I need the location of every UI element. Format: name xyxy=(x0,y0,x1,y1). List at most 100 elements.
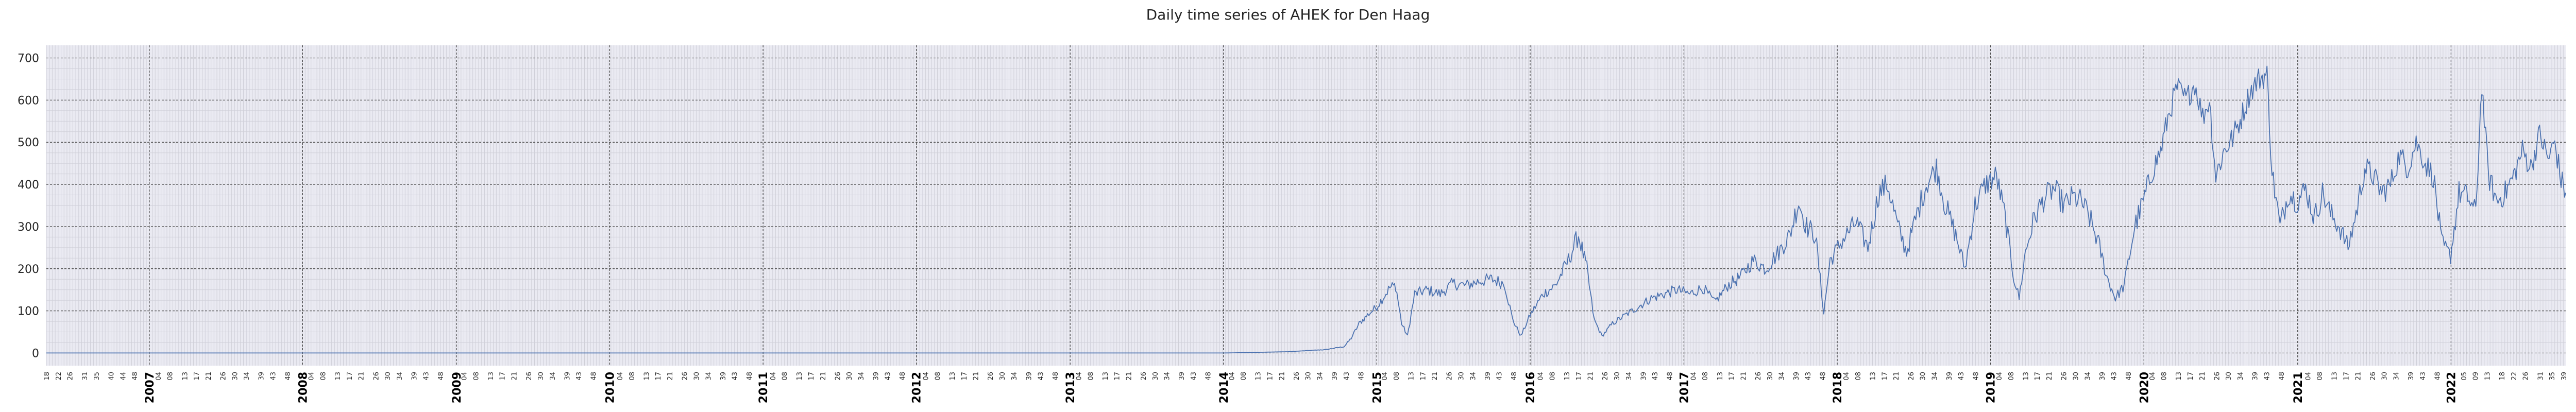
x-week-label: 48 xyxy=(1358,372,1365,381)
x-week-label: 39 xyxy=(873,372,880,381)
x-week-label: 04 xyxy=(155,372,163,381)
y-tick-label: 0 xyxy=(32,347,39,360)
x-week-label: 43 xyxy=(1958,372,1965,381)
x-year-label: 2016 xyxy=(1524,372,1537,403)
x-week-label: 08 xyxy=(320,372,328,381)
x-week-label: 04 xyxy=(923,372,930,381)
x-week-label: 13 xyxy=(796,372,804,381)
x-week-label: 31 xyxy=(81,372,89,381)
x-week-label: 26 xyxy=(1755,372,1762,381)
x-year-label: 2012 xyxy=(911,372,924,403)
x-week-label: 21 xyxy=(358,372,366,381)
x-week-label: 04 xyxy=(2149,372,2157,381)
x-week-label: 09 xyxy=(2472,372,2480,381)
x-week-label: 26 xyxy=(2061,372,2069,381)
x-week-label: 43 xyxy=(1343,372,1351,381)
x-week-label: 39 xyxy=(258,372,266,381)
x-week-label: 39 xyxy=(720,372,727,381)
x-week-label: 08 xyxy=(1393,372,1401,381)
x-week-label: 13 xyxy=(1408,372,1415,381)
x-week-label: 04 xyxy=(617,372,624,381)
x-week-label: 04 xyxy=(461,372,469,381)
x-year-label: 2009 xyxy=(451,372,464,403)
x-week-label: 26 xyxy=(219,372,227,381)
x-week-label: 17 xyxy=(346,372,354,381)
x-week-label: 17 xyxy=(499,372,507,381)
x-week-label: 17 xyxy=(1419,372,1427,381)
x-year-label: 2019 xyxy=(1985,372,1998,403)
x-week-label: 08 xyxy=(782,372,789,381)
x-week-label: 48 xyxy=(1205,372,1213,381)
x-year-label: 2014 xyxy=(1218,372,1231,403)
x-week-label: 34 xyxy=(1778,372,1786,381)
x-week-label: 39 xyxy=(1640,372,1648,381)
x-week-label: 34 xyxy=(705,372,713,381)
x-week-label: 04 xyxy=(1075,372,1083,381)
x-week-label: 08 xyxy=(2008,372,2015,381)
x-week-label: 48 xyxy=(1820,372,1827,381)
x-week-label: 13 xyxy=(2175,372,2183,381)
x-week-label: 39 xyxy=(2252,372,2260,381)
x-week-label: 08 xyxy=(1549,372,1556,381)
x-week-label: 21 xyxy=(2046,372,2054,381)
x-week-label: 08 xyxy=(1855,372,1862,381)
x-week-label: 21 xyxy=(667,372,674,381)
x-week-label: 21 xyxy=(1740,372,1748,381)
x-week-label: 48 xyxy=(746,372,754,381)
x-week-label: 21 xyxy=(820,372,827,381)
x-week-label: 48 xyxy=(284,372,292,381)
x-week-label: 13 xyxy=(487,372,495,381)
x-week-label: 39 xyxy=(1025,372,1033,381)
x-week-label: 34 xyxy=(2084,372,2092,381)
x-week-label: 17 xyxy=(1114,372,1122,381)
x-week-label: 26 xyxy=(372,372,380,381)
x-year-label: 2013 xyxy=(1064,372,1077,403)
x-week-label: 43 xyxy=(1496,372,1504,381)
y-tick-label: 200 xyxy=(18,263,39,276)
y-tick-label: 700 xyxy=(18,53,39,65)
y-tick-label: 300 xyxy=(18,221,39,234)
x-year-label: 2017 xyxy=(1678,372,1691,403)
series-group xyxy=(46,65,2566,354)
x-week-label: 13 xyxy=(2484,372,2492,381)
x-week-label: 08 xyxy=(1702,372,1709,381)
y-tick-label: 600 xyxy=(18,94,39,107)
x-week-label: 08 xyxy=(1240,372,1248,381)
x-week-label: 08 xyxy=(472,372,480,381)
x-week-label: 43 xyxy=(2419,372,2427,381)
x-week-label: 17 xyxy=(961,372,969,381)
x-week-label: 48 xyxy=(899,372,907,381)
x-week-label: 21 xyxy=(1278,372,1286,381)
x-week-label: 34 xyxy=(2237,372,2245,381)
x-week-label: 17 xyxy=(193,372,201,381)
x-week-label: 43 xyxy=(1805,372,1812,381)
x-year-label: 2018 xyxy=(1832,372,1844,403)
chart-title: Daily time series of AHEK for Den Haag xyxy=(1146,6,1430,23)
x-week-label: 17 xyxy=(808,372,816,381)
x-week-label: 34 xyxy=(2393,372,2401,381)
x-week-label: 26 xyxy=(682,372,689,381)
x-week-label: 13 xyxy=(181,372,189,381)
x-week-label: 39 xyxy=(1178,372,1186,381)
x-week-label: 26 xyxy=(1446,372,1454,381)
x-week-label: 44 xyxy=(120,372,127,381)
x-week-label: 39 xyxy=(1331,372,1339,381)
x-week-label: 26 xyxy=(526,372,533,381)
x-week-label: 17 xyxy=(2187,372,2195,381)
x-week-label: 30 xyxy=(1458,372,1465,381)
x-week-label: 48 xyxy=(437,372,445,381)
x-week-label: 04 xyxy=(1996,372,2004,381)
x-week-label: 30 xyxy=(231,372,239,381)
y-axis: 0 100 200 300 400 500 600 700 xyxy=(18,53,39,360)
y-tick-label: 100 xyxy=(18,305,39,318)
x-week-label: 34 xyxy=(1469,372,1477,381)
x-week-label: 17 xyxy=(2034,372,2042,381)
x-week-label: 18 xyxy=(2499,372,2506,381)
minor-gridlines xyxy=(46,45,2566,366)
x-week-label: 04 xyxy=(1690,372,1698,381)
x-week-label: 17 xyxy=(1575,372,1583,381)
x-week-label: 08 xyxy=(167,372,175,381)
x-week-label: 21 xyxy=(2354,372,2362,381)
x-week-label: 30 xyxy=(537,372,545,381)
